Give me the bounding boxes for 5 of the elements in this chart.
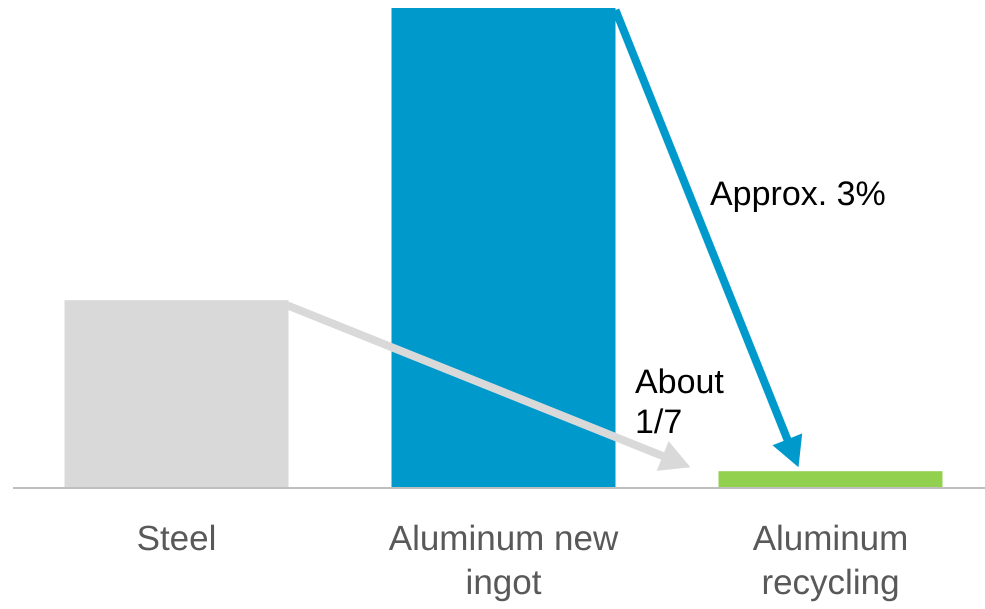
- annotation: Approx. 3%: [710, 175, 886, 213]
- x-tick-label: Aluminum new ingot: [388, 519, 619, 602]
- annotation: About 1/7: [635, 363, 724, 441]
- x-tick-label: Steel: [136, 519, 216, 558]
- x-tick-label: Aluminum recycling: [752, 519, 908, 602]
